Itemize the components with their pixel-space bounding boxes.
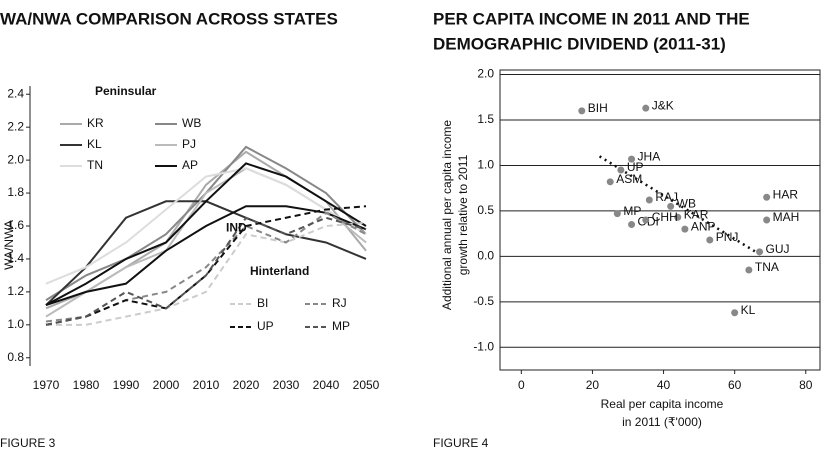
legend-label: WB — [182, 116, 201, 130]
y-tick-label: 2.4 — [7, 86, 24, 100]
point — [745, 266, 753, 274]
y-axis-label: WA/NWA — [2, 220, 16, 270]
x-tick-label: 80 — [799, 378, 813, 392]
chart-title: WA/NWA COMPARISON ACROSS STATES — [0, 9, 338, 28]
point-label: KL — [741, 303, 756, 317]
point-label: BIH — [588, 101, 608, 115]
point-label: J&K — [652, 98, 674, 112]
series-line — [45, 167, 367, 318]
point — [674, 213, 682, 221]
x-tick-label: 2020 — [233, 378, 260, 392]
x-tick-label: 2010 — [193, 378, 220, 392]
point-label: JHA — [638, 149, 661, 163]
x-tick-label: 0 — [518, 378, 525, 392]
x-tick-label: 2030 — [273, 378, 300, 392]
y-tick-label: 2.0 — [7, 152, 24, 166]
point-label: HAR — [773, 187, 799, 201]
y-tick-label: -0.5 — [473, 294, 494, 308]
plot-frame — [499, 69, 821, 371]
point-label: MP — [623, 204, 641, 218]
caption: FIGURE 4 — [433, 436, 489, 450]
y-tick-label: 0.8 — [7, 350, 24, 364]
y-tick-label: 1.0 — [477, 158, 494, 172]
legend-label: PJ — [182, 137, 196, 151]
legend-label: TN — [87, 158, 103, 172]
legend-label: MP — [332, 319, 350, 333]
x-tick-label: 2000 — [153, 378, 180, 392]
caption: FIGURE 3 — [0, 436, 56, 450]
x-axis-label: Real per capita income — [601, 397, 724, 411]
x-tick-label: 40 — [657, 378, 671, 392]
legend-label: BI — [257, 296, 268, 310]
series-line — [46, 221, 367, 326]
y-tick-label: 1.4 — [7, 251, 24, 265]
x-axis-label: in 2011 (₹'000) — [622, 415, 702, 429]
point — [613, 210, 621, 218]
point — [645, 196, 653, 204]
chart-title: DEMOGRAPHIC DIVIDEND (2011-31) — [433, 34, 726, 53]
point — [731, 309, 739, 317]
trendline — [598, 155, 764, 258]
series-line — [45, 216, 367, 326]
y-tick-label: 1.5 — [477, 112, 494, 126]
x-tick-label: 1970 — [33, 378, 60, 392]
point — [628, 155, 636, 163]
chart-title: PER CAPITA INCOME IN 2011 AND THE — [433, 9, 750, 28]
point — [617, 166, 625, 174]
point-label: KAR — [684, 207, 709, 221]
y-axis-label: Additional annual per capita income — [440, 120, 454, 310]
legend-label: UP — [257, 319, 274, 333]
legend-label: KR — [87, 116, 104, 130]
x-tick-label: 1980 — [73, 378, 100, 392]
legend-label: KL — [87, 137, 102, 151]
point-label: MAH — [773, 210, 800, 224]
y-tick-label: 1.8 — [7, 185, 24, 199]
y-tick-label: 2.0 — [477, 67, 494, 81]
point — [642, 216, 650, 224]
point — [763, 216, 771, 224]
point-label: ANP — [691, 219, 716, 233]
point-label: WB — [677, 197, 696, 211]
x-tick-label: 20 — [586, 378, 600, 392]
point — [578, 107, 586, 115]
point-label: CHH — [652, 210, 678, 224]
legend-label: AP — [182, 158, 198, 172]
y-tick-label: 1.6 — [7, 218, 24, 232]
point-label: PNJ — [716, 230, 739, 244]
point — [763, 193, 771, 201]
y-axis-label: growth relative to 2011 — [456, 154, 470, 275]
legend-title: Peninsular — [95, 84, 157, 98]
y-tick-label: 2.2 — [7, 119, 24, 133]
series-line — [45, 162, 367, 306]
point-label: TNA — [755, 260, 779, 274]
point — [756, 248, 764, 256]
point-label: UP — [627, 160, 644, 174]
point — [642, 104, 650, 112]
series-line — [45, 167, 367, 285]
y-tick-label: 0.0 — [477, 249, 494, 263]
point-label: GUJ — [766, 242, 790, 256]
point — [706, 236, 714, 244]
y-tick-label: 0.5 — [477, 203, 494, 217]
x-tick-label: 2050 — [353, 378, 380, 392]
x-tick-label: 1990 — [113, 378, 140, 392]
x-tick-label: 2040 — [313, 378, 340, 392]
y-tick-label: -1.0 — [473, 339, 494, 353]
series-line — [45, 205, 367, 307]
point — [681, 225, 689, 233]
point — [667, 202, 675, 210]
point — [606, 178, 614, 186]
legend-title: Hinterland — [250, 264, 309, 278]
legend-label: RJ — [332, 296, 347, 310]
point-label: RAJ — [655, 190, 678, 204]
x-tick-label: 60 — [728, 378, 742, 392]
line-label: IND — [226, 220, 247, 234]
point — [628, 221, 636, 229]
y-tick-label: 1.0 — [7, 317, 24, 331]
point-label: ASM — [616, 172, 642, 186]
series-line — [45, 205, 367, 326]
y-tick-label: 1.2 — [7, 284, 24, 298]
